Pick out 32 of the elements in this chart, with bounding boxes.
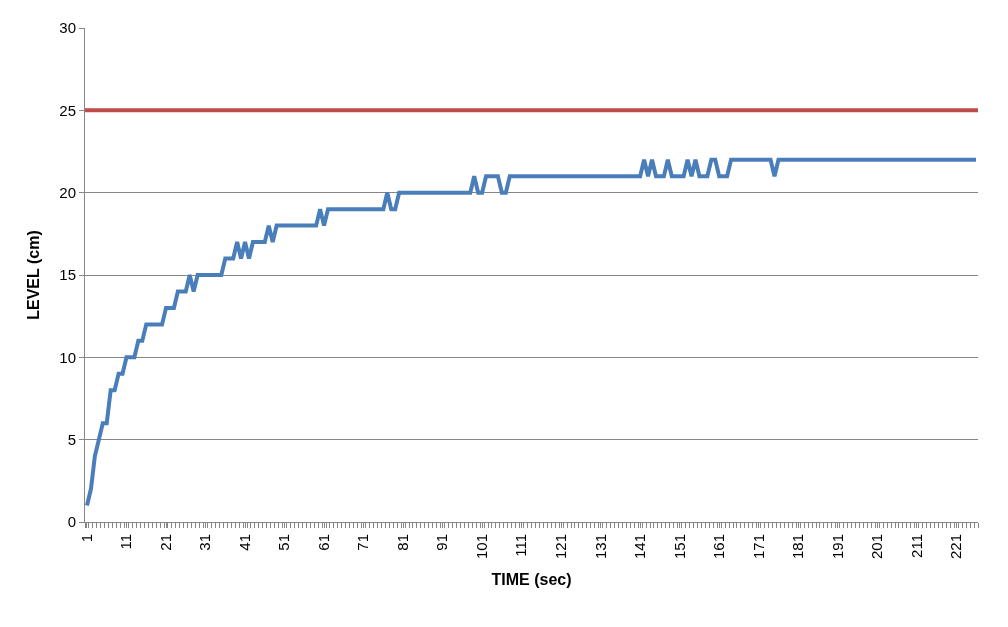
x-tick-label: 121 bbox=[552, 534, 570, 560]
x-tick-label: 51 bbox=[275, 534, 293, 551]
x-tick-label: 101 bbox=[472, 534, 490, 560]
y-tick-label: 30 bbox=[59, 19, 76, 37]
x-tick-label: 171 bbox=[749, 534, 767, 560]
x-tick-label: 61 bbox=[314, 534, 332, 551]
x-tick-label: 141 bbox=[631, 534, 649, 560]
y-tick-label: 5 bbox=[67, 430, 76, 448]
y-tick-label: 20 bbox=[59, 183, 76, 201]
x-tick-label: 21 bbox=[156, 534, 174, 551]
x-tick-label: 161 bbox=[710, 534, 728, 560]
x-tick-label: 31 bbox=[196, 534, 214, 551]
y-tick-label: 15 bbox=[59, 266, 76, 284]
x-tick-label: 131 bbox=[591, 534, 609, 560]
x-tick-label: 11 bbox=[117, 534, 135, 550]
y-tick-label: 10 bbox=[59, 348, 76, 366]
x-axis-title: TIME (sec) bbox=[491, 570, 572, 588]
x-tick-label: 201 bbox=[868, 534, 886, 560]
x-tick-label: 211 bbox=[907, 534, 925, 558]
x-tick-label: 151 bbox=[670, 534, 688, 560]
x-tick-label: 81 bbox=[393, 534, 411, 551]
x-tick-label: 191 bbox=[828, 534, 846, 560]
y-tick-label: 25 bbox=[59, 101, 76, 119]
x-tick-label: 91 bbox=[433, 534, 451, 551]
y-axis-title: LEVEL (cm) bbox=[25, 230, 43, 320]
x-tick-label: 41 bbox=[235, 534, 253, 551]
x-tick-label: 221 bbox=[947, 534, 965, 560]
x-tick-label: 111 bbox=[512, 534, 530, 557]
x-tick-label: 1 bbox=[77, 534, 95, 543]
y-tick-label: 0 bbox=[67, 513, 76, 531]
x-tick-label: 181 bbox=[789, 534, 807, 560]
x-tick-label: 71 bbox=[354, 534, 372, 551]
